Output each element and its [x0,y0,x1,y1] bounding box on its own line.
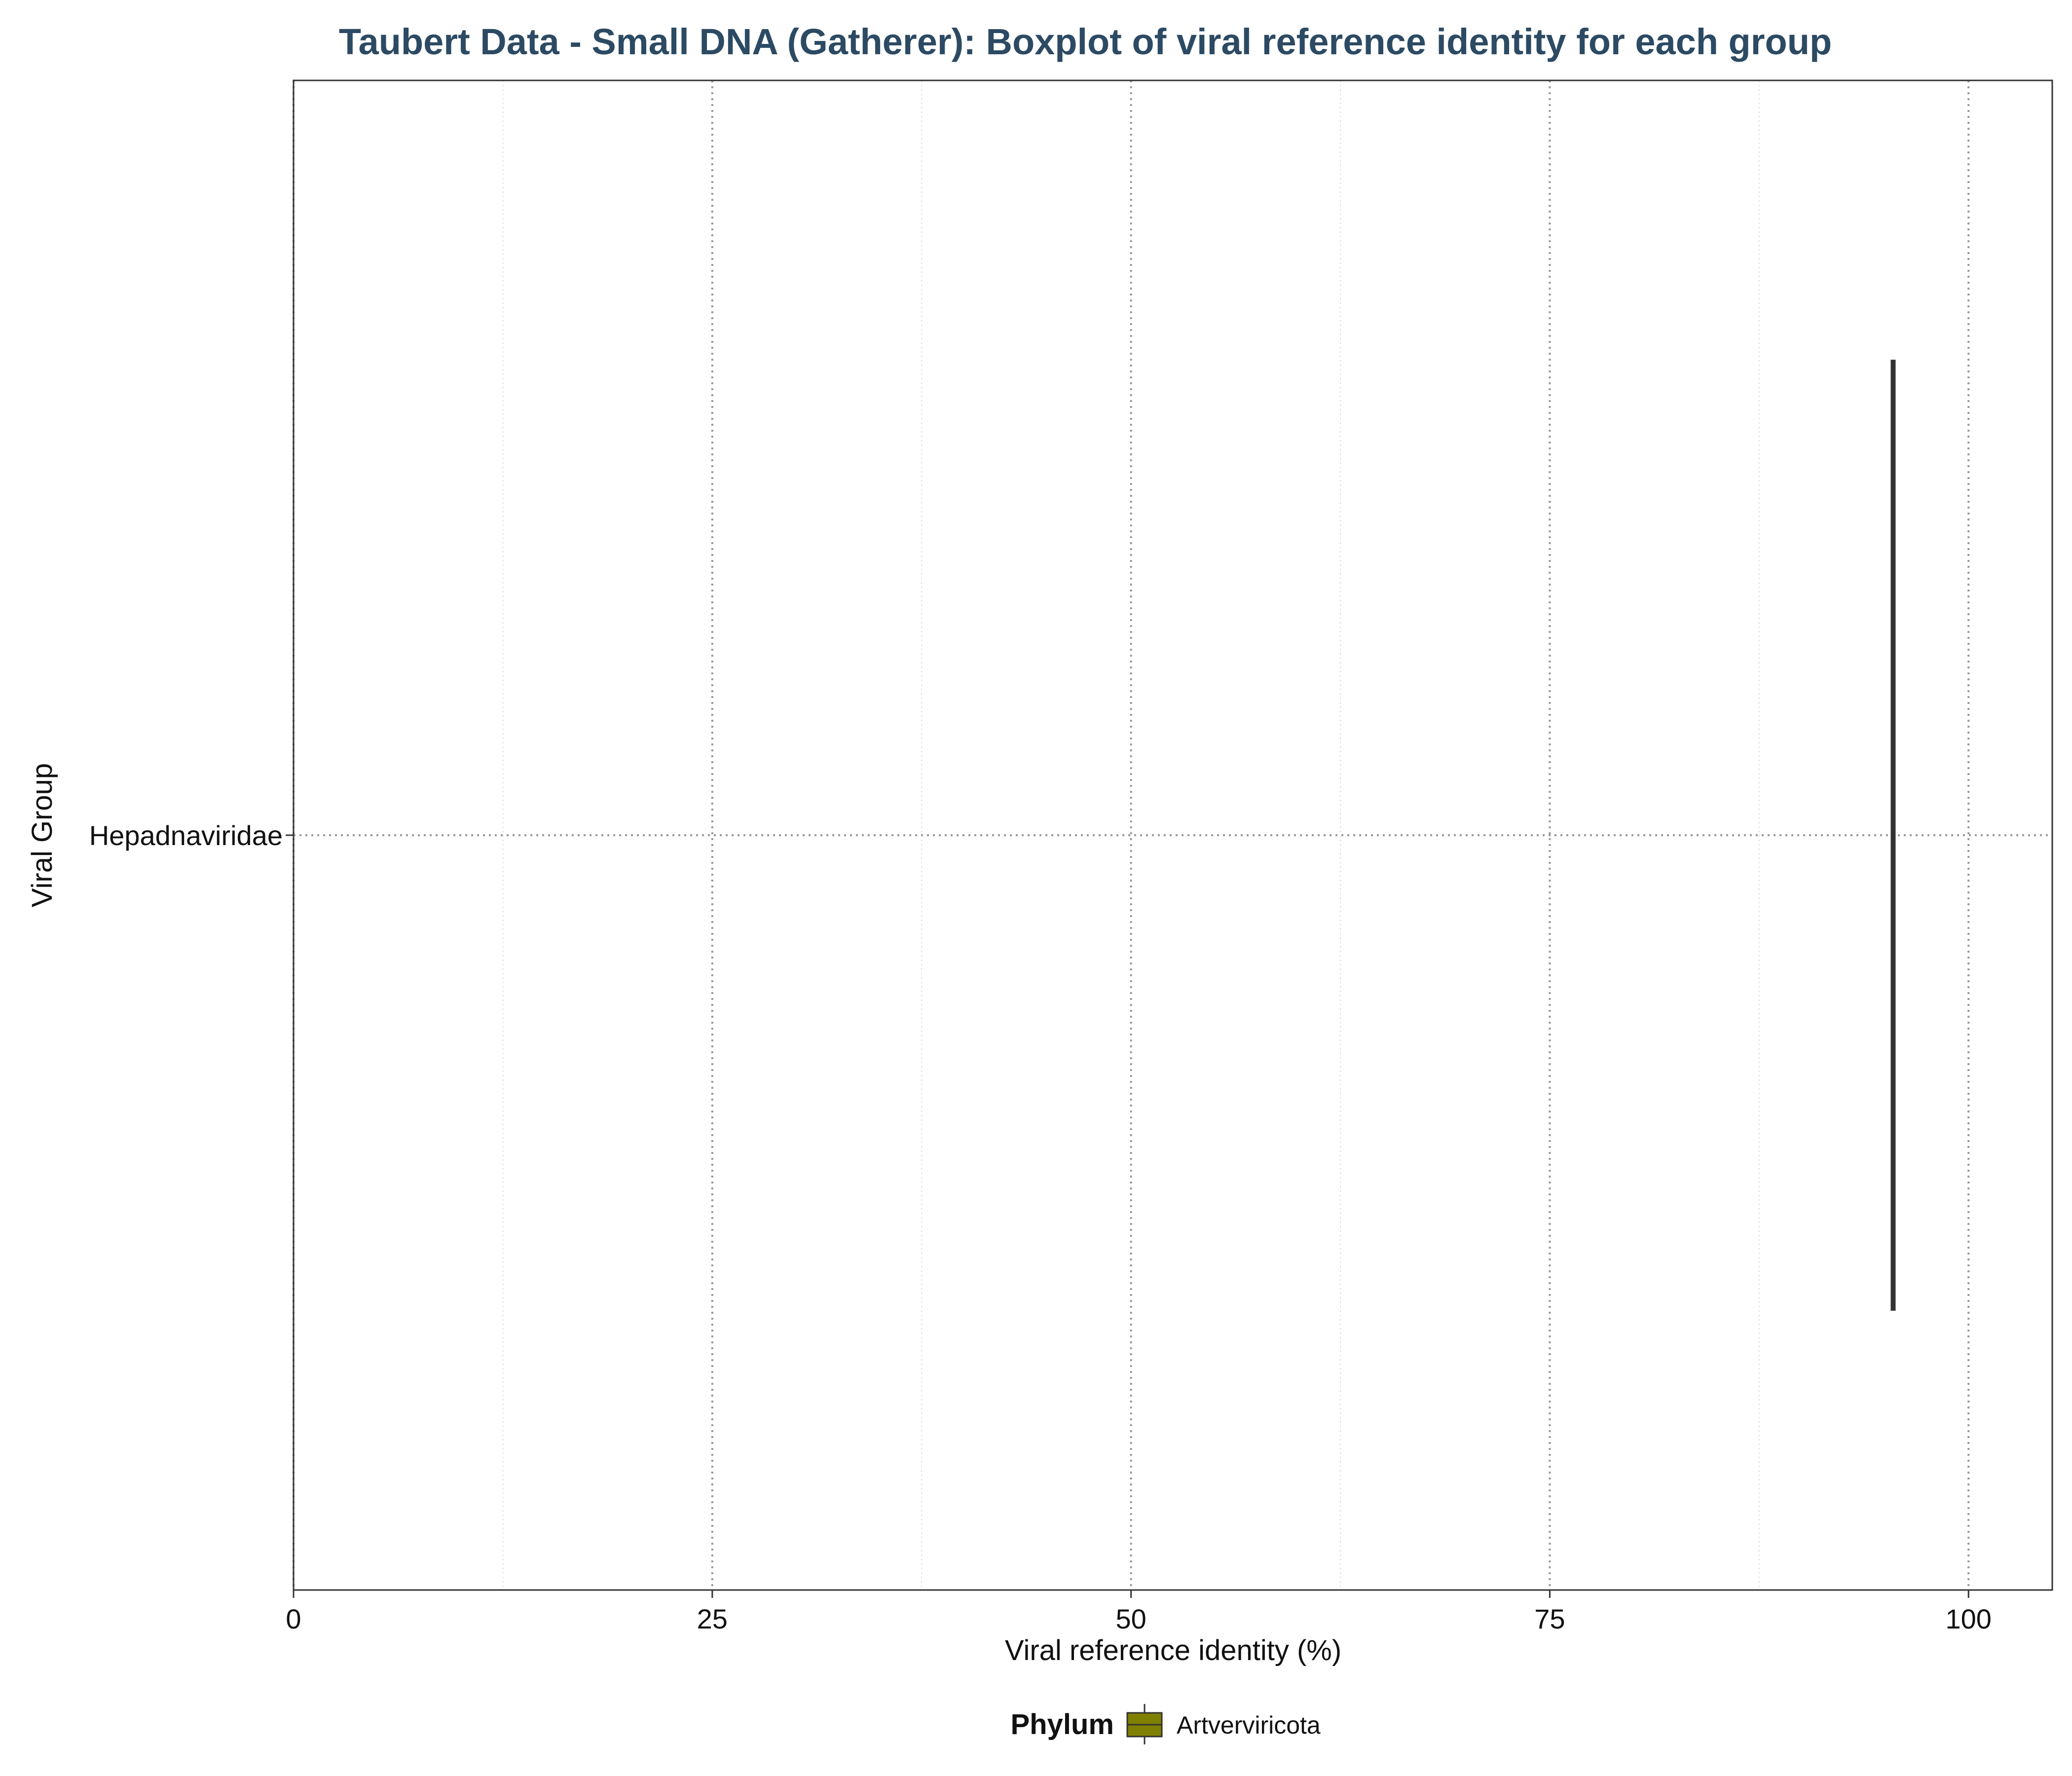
plot-panel-border [293,79,2053,1591]
x-axis-label: Viral reference identity (%) [1005,1634,1341,1666]
legend-item: Artverviricota [1126,1704,1321,1744]
x-tick-label: 100 [1946,1603,1992,1634]
y-axis-label: Viral Group [26,763,58,907]
x-tick-label: 75 [1534,1603,1565,1634]
legend-title: Phylum [1011,1708,1114,1740]
legend-keys: Artverviricota [1126,1704,1321,1744]
major-grid [293,80,2052,1590]
x-tick-label: 25 [697,1603,728,1634]
chart-title: Taubert Data - Small DNA (Gatherer): Box… [339,21,1832,62]
y-axis-ticks: Hepadnaviridae [89,820,294,851]
x-tick-label: 50 [1115,1603,1146,1634]
legend-label: Artverviricota [1177,1711,1321,1739]
y-tick-label: Hepadnaviridae [89,820,283,851]
x-tick-label: 0 [286,1603,301,1634]
legend: Phylum Artverviricota [1011,1704,1321,1744]
x-axis-ticks: 0 25 50 75 100 [286,1590,1992,1634]
